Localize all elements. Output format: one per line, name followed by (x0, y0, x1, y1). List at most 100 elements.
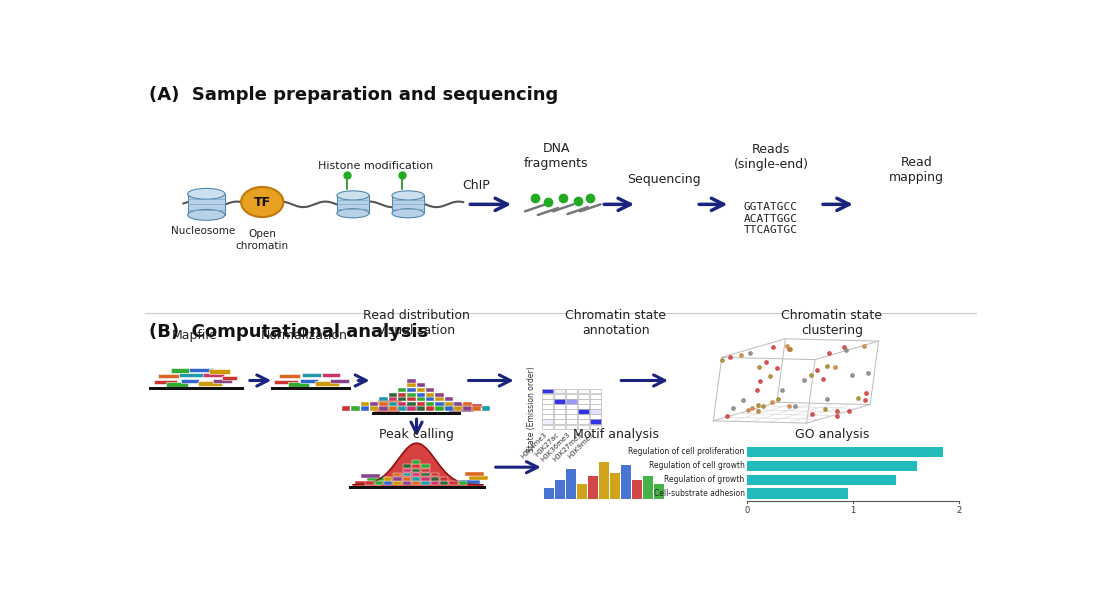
Text: Regulation of cell growth: Regulation of cell growth (649, 461, 745, 470)
Point (803, 370, 820, 380)
Bar (330, 379, 349, 383)
Bar (654, 484, 664, 498)
Point (734, 395, 752, 405)
Bar (356, 480, 381, 485)
Ellipse shape (392, 209, 424, 218)
Text: Normalization: Normalization (261, 329, 348, 342)
Bar (407, 406, 416, 411)
Bar (349, 486, 486, 489)
Bar (449, 408, 474, 412)
Bar (417, 402, 424, 406)
Bar (542, 424, 554, 429)
Bar (426, 393, 434, 397)
Point (724, 403, 742, 413)
Point (752, 376, 769, 386)
Point (749, 400, 767, 410)
Bar (370, 406, 379, 411)
Bar (209, 370, 230, 373)
Point (780, 344, 798, 354)
Bar (417, 388, 424, 392)
Bar (407, 393, 416, 397)
Point (748, 385, 766, 395)
Bar (566, 424, 577, 429)
Point (808, 365, 826, 375)
Bar (426, 397, 434, 402)
Bar (407, 379, 416, 383)
Point (765, 342, 782, 352)
Ellipse shape (188, 188, 225, 199)
Bar (590, 414, 601, 419)
Bar (417, 397, 424, 402)
Bar (322, 373, 340, 377)
Bar (450, 481, 457, 485)
Bar (554, 399, 565, 404)
Bar (213, 379, 232, 383)
Point (838, 345, 856, 355)
Bar (461, 404, 481, 408)
Bar (554, 389, 565, 394)
Point (849, 394, 866, 403)
Bar (403, 468, 411, 473)
Bar (566, 399, 577, 404)
Bar (435, 393, 444, 397)
Bar (473, 406, 481, 411)
Bar (632, 480, 642, 498)
Text: Sequencing: Sequencing (627, 173, 701, 186)
Bar (590, 394, 601, 399)
Point (742, 348, 759, 358)
Point (768, 364, 785, 373)
Text: GGTATGCC
ACATTGGC
TTCAGTGC: GGTATGCC ACATTGGC TTCAGTGC (744, 202, 798, 235)
Point (722, 352, 740, 362)
Text: ChIP: ChIP (462, 179, 490, 192)
Bar (279, 374, 301, 378)
Bar (388, 402, 397, 406)
Bar (221, 376, 236, 380)
Bar (421, 481, 430, 485)
Bar (621, 465, 631, 498)
Bar (380, 397, 387, 402)
Text: Peak calling: Peak calling (380, 428, 454, 441)
Text: Histone modification: Histone modification (318, 161, 433, 170)
Bar (578, 424, 589, 429)
Bar (542, 414, 554, 419)
Bar (189, 367, 213, 371)
Bar (435, 402, 444, 406)
Bar (444, 402, 453, 406)
Point (740, 405, 757, 415)
Bar (403, 464, 411, 468)
Bar (747, 461, 917, 471)
Point (749, 406, 767, 416)
Bar (481, 406, 490, 411)
Bar (179, 373, 205, 377)
Bar (407, 383, 416, 388)
Point (828, 406, 846, 416)
Bar (411, 477, 420, 480)
Bar (288, 382, 309, 386)
Point (764, 397, 781, 407)
Point (743, 403, 760, 413)
Point (840, 406, 858, 415)
Bar (407, 397, 416, 402)
Text: Cell-substrate adhesion: Cell-substrate adhesion (653, 489, 745, 498)
Bar (407, 402, 416, 406)
Bar (399, 406, 423, 411)
Bar (426, 388, 434, 392)
Bar (454, 402, 463, 406)
Bar (463, 406, 472, 411)
Bar (590, 420, 601, 424)
Bar (554, 420, 565, 424)
Bar (370, 402, 379, 406)
Text: Open
chromatin: Open chromatin (235, 229, 289, 250)
Point (750, 362, 768, 371)
Point (814, 374, 831, 384)
Bar (302, 373, 321, 377)
Bar (431, 473, 439, 476)
Bar (458, 481, 467, 485)
Text: Motif analysis: Motif analysis (573, 428, 659, 441)
Point (780, 401, 798, 411)
Bar (587, 476, 598, 498)
Text: Mapfile: Mapfile (172, 329, 218, 342)
Bar (188, 194, 225, 215)
Bar (554, 409, 565, 414)
Bar (578, 420, 589, 424)
